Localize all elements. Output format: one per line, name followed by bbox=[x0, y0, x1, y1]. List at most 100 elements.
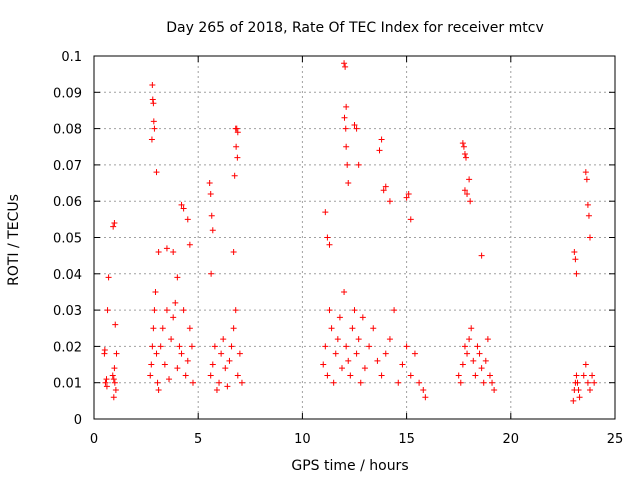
data-point bbox=[382, 183, 389, 190]
data-point bbox=[355, 161, 362, 168]
data-point bbox=[464, 190, 471, 197]
data-point bbox=[345, 357, 352, 364]
data-point bbox=[391, 307, 398, 314]
data-point bbox=[206, 180, 213, 187]
data-point bbox=[582, 169, 589, 176]
data-point bbox=[341, 60, 348, 67]
data-point bbox=[386, 198, 393, 205]
data-point bbox=[324, 372, 331, 379]
data-point bbox=[370, 325, 377, 332]
data-point bbox=[178, 201, 185, 208]
data-point bbox=[572, 256, 579, 263]
y-tick-label: 0.04 bbox=[53, 268, 82, 283]
data-point bbox=[366, 343, 373, 350]
data-point bbox=[233, 125, 240, 132]
data-point bbox=[232, 307, 239, 314]
data-point bbox=[103, 376, 110, 383]
data-point bbox=[184, 216, 191, 223]
data-point bbox=[407, 216, 414, 223]
data-point bbox=[111, 365, 118, 372]
data-point bbox=[472, 372, 479, 379]
data-point bbox=[238, 379, 245, 386]
data-point bbox=[341, 114, 348, 121]
data-point bbox=[153, 169, 160, 176]
data-point bbox=[231, 172, 238, 179]
data-point bbox=[103, 383, 110, 390]
data-point bbox=[218, 350, 225, 357]
y-tick-label: 0.1 bbox=[61, 50, 82, 65]
data-point bbox=[464, 350, 471, 357]
data-point bbox=[186, 241, 193, 248]
x-tick-label: 15 bbox=[398, 432, 415, 447]
data-point bbox=[228, 343, 235, 350]
data-point bbox=[466, 336, 473, 343]
data-point bbox=[480, 379, 487, 386]
data-point bbox=[357, 379, 364, 386]
data-point bbox=[105, 274, 112, 281]
data-point bbox=[332, 350, 339, 357]
data-point bbox=[580, 372, 587, 379]
data-point bbox=[149, 96, 156, 103]
data-point bbox=[386, 336, 393, 343]
data-point bbox=[589, 372, 596, 379]
data-point bbox=[345, 180, 352, 187]
data-point bbox=[420, 386, 427, 393]
data-point bbox=[351, 121, 358, 128]
data-point bbox=[489, 379, 496, 386]
data-point bbox=[222, 365, 229, 372]
data-point bbox=[482, 357, 489, 364]
data-point bbox=[152, 288, 159, 295]
data-point bbox=[574, 379, 581, 386]
data-point bbox=[320, 361, 327, 368]
data-point bbox=[189, 379, 196, 386]
data-point bbox=[155, 386, 162, 393]
y-axis-label: ROTI / TECUs bbox=[6, 194, 22, 286]
data-point bbox=[326, 241, 333, 248]
data-point bbox=[151, 125, 158, 132]
data-point bbox=[207, 190, 214, 197]
data-point bbox=[324, 234, 331, 241]
data-point bbox=[102, 379, 109, 386]
data-point bbox=[478, 365, 485, 372]
data-point bbox=[584, 379, 591, 386]
data-point bbox=[403, 194, 410, 201]
x-tick-label: 20 bbox=[503, 432, 520, 447]
data-point bbox=[403, 343, 410, 350]
data-point bbox=[233, 143, 240, 150]
data-point bbox=[230, 325, 237, 332]
data-point bbox=[461, 187, 468, 194]
data-point bbox=[213, 386, 220, 393]
data-point bbox=[209, 361, 216, 368]
data-point bbox=[226, 357, 233, 364]
data-point bbox=[163, 245, 170, 252]
data-point bbox=[338, 365, 345, 372]
data-point bbox=[153, 350, 160, 357]
data-point bbox=[476, 350, 483, 357]
data-point bbox=[353, 350, 360, 357]
data-point bbox=[110, 223, 117, 230]
data-point bbox=[148, 361, 155, 368]
data-point bbox=[113, 350, 120, 357]
data-point bbox=[220, 336, 227, 343]
data-point bbox=[343, 343, 350, 350]
data-point bbox=[344, 161, 351, 168]
data-point bbox=[336, 314, 343, 321]
data-point bbox=[491, 386, 498, 393]
data-point bbox=[163, 307, 170, 314]
data-point bbox=[234, 372, 241, 379]
data-point bbox=[470, 357, 477, 364]
data-point bbox=[159, 325, 166, 332]
data-point bbox=[111, 379, 118, 386]
data-point bbox=[149, 343, 156, 350]
data-point bbox=[405, 190, 412, 197]
data-point bbox=[351, 307, 358, 314]
data-point bbox=[467, 198, 474, 205]
y-tick-label: 0.02 bbox=[53, 340, 82, 355]
data-point bbox=[109, 372, 116, 379]
data-point bbox=[211, 343, 218, 350]
data-point bbox=[184, 357, 191, 364]
data-point bbox=[416, 379, 423, 386]
data-point bbox=[585, 212, 592, 219]
data-point bbox=[341, 288, 348, 295]
data-point bbox=[112, 321, 119, 328]
